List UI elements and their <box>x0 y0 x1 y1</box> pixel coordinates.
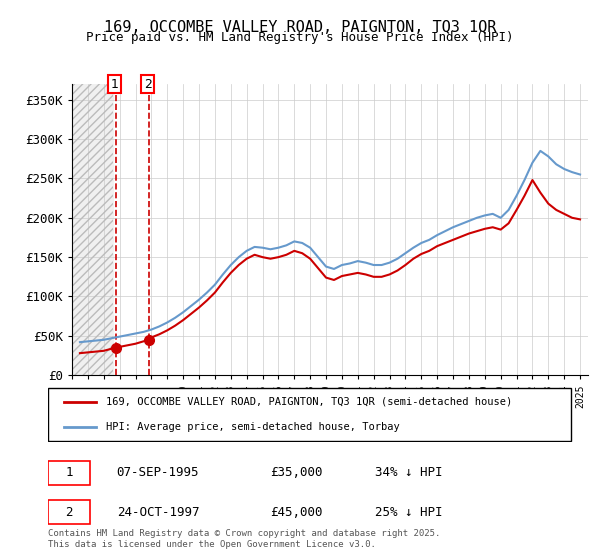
Bar <box>72 84 113 375</box>
Text: 2: 2 <box>144 78 152 91</box>
Text: £45,000: £45,000 <box>270 506 322 519</box>
Bar <box>72 84 113 375</box>
Text: 1: 1 <box>111 78 119 91</box>
Text: Contains HM Land Registry data © Crown copyright and database right 2025.
This d: Contains HM Land Registry data © Crown c… <box>48 529 440 549</box>
Text: 24-OCT-1997: 24-OCT-1997 <box>116 506 199 519</box>
Text: 25% ↓ HPI: 25% ↓ HPI <box>376 506 443 519</box>
FancyBboxPatch shape <box>48 500 90 524</box>
Text: £35,000: £35,000 <box>270 466 322 479</box>
Text: 169, OCCOMBE VALLEY ROAD, PAIGNTON, TQ3 1QR: 169, OCCOMBE VALLEY ROAD, PAIGNTON, TQ3 … <box>104 20 496 35</box>
Text: 169, OCCOMBE VALLEY ROAD, PAIGNTON, TQ3 1QR (semi-detached house): 169, OCCOMBE VALLEY ROAD, PAIGNTON, TQ3 … <box>106 396 512 407</box>
Text: 07-SEP-1995: 07-SEP-1995 <box>116 466 199 479</box>
Text: 34% ↓ HPI: 34% ↓ HPI <box>376 466 443 479</box>
FancyBboxPatch shape <box>48 388 571 441</box>
Text: 1: 1 <box>65 466 73 479</box>
FancyBboxPatch shape <box>48 460 90 485</box>
Text: 2: 2 <box>65 506 73 519</box>
Text: HPI: Average price, semi-detached house, Torbay: HPI: Average price, semi-detached house,… <box>106 422 400 432</box>
Text: Price paid vs. HM Land Registry's House Price Index (HPI): Price paid vs. HM Land Registry's House … <box>86 31 514 44</box>
